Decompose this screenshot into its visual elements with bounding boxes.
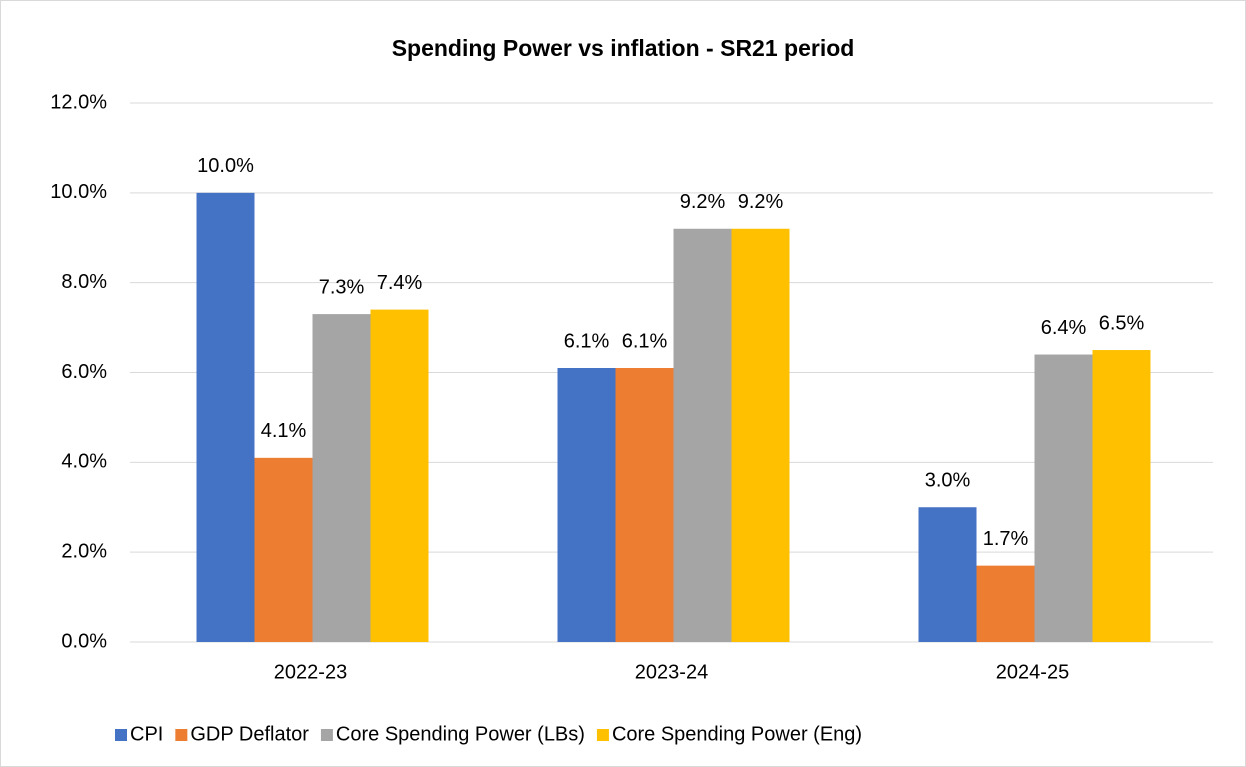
bar bbox=[370, 309, 429, 642]
bar bbox=[254, 457, 313, 642]
legend-label: Core Spending Power (Eng) bbox=[612, 723, 862, 745]
data-label: 6.1% bbox=[564, 330, 610, 352]
data-label: 7.4% bbox=[377, 272, 423, 294]
data-label: 9.2% bbox=[680, 191, 726, 213]
x-tick-label: 2022-23 bbox=[274, 661, 347, 683]
legend-label: GDP Deflator bbox=[190, 723, 309, 745]
y-tick-label: 4.0% bbox=[61, 451, 107, 473]
bar bbox=[312, 314, 371, 642]
y-tick-label: 12.0% bbox=[50, 91, 107, 113]
bar bbox=[1092, 350, 1151, 642]
y-tick-label: 6.0% bbox=[61, 361, 107, 383]
bar bbox=[1034, 354, 1093, 642]
data-label: 6.1% bbox=[622, 330, 668, 352]
x-tick-label: 2023-24 bbox=[635, 661, 708, 683]
x-tick-label: 2024-25 bbox=[996, 661, 1069, 683]
y-tick-label: 0.0% bbox=[61, 630, 107, 652]
legend-label: Core Spending Power (LBs) bbox=[336, 723, 585, 745]
y-tick-label: 2.0% bbox=[61, 540, 107, 562]
legend-swatch bbox=[320, 729, 333, 741]
data-label: 6.4% bbox=[1041, 317, 1087, 339]
bar bbox=[615, 368, 674, 642]
data-label: 4.1% bbox=[261, 420, 307, 442]
y-tick-label: 8.0% bbox=[61, 271, 107, 293]
legend-swatch bbox=[175, 729, 188, 741]
data-label: 1.7% bbox=[983, 528, 1029, 550]
bar bbox=[557, 368, 616, 642]
bar bbox=[196, 192, 255, 643]
chart-title: Spending Power vs inflation - SR21 perio… bbox=[392, 35, 855, 61]
bar bbox=[731, 228, 790, 642]
data-label: 9.2% bbox=[738, 191, 784, 213]
data-label: 3.0% bbox=[925, 470, 971, 492]
legend-label: CPI bbox=[130, 723, 163, 745]
y-tick-label: 10.0% bbox=[50, 181, 107, 203]
data-label: 10.0% bbox=[197, 155, 254, 177]
bar bbox=[918, 507, 977, 642]
data-label: 7.3% bbox=[319, 276, 365, 298]
legend-swatch bbox=[115, 729, 127, 741]
legend-swatch bbox=[596, 729, 609, 741]
bar bbox=[976, 565, 1035, 642]
data-label: 6.5% bbox=[1099, 312, 1145, 334]
bar bbox=[673, 228, 732, 642]
